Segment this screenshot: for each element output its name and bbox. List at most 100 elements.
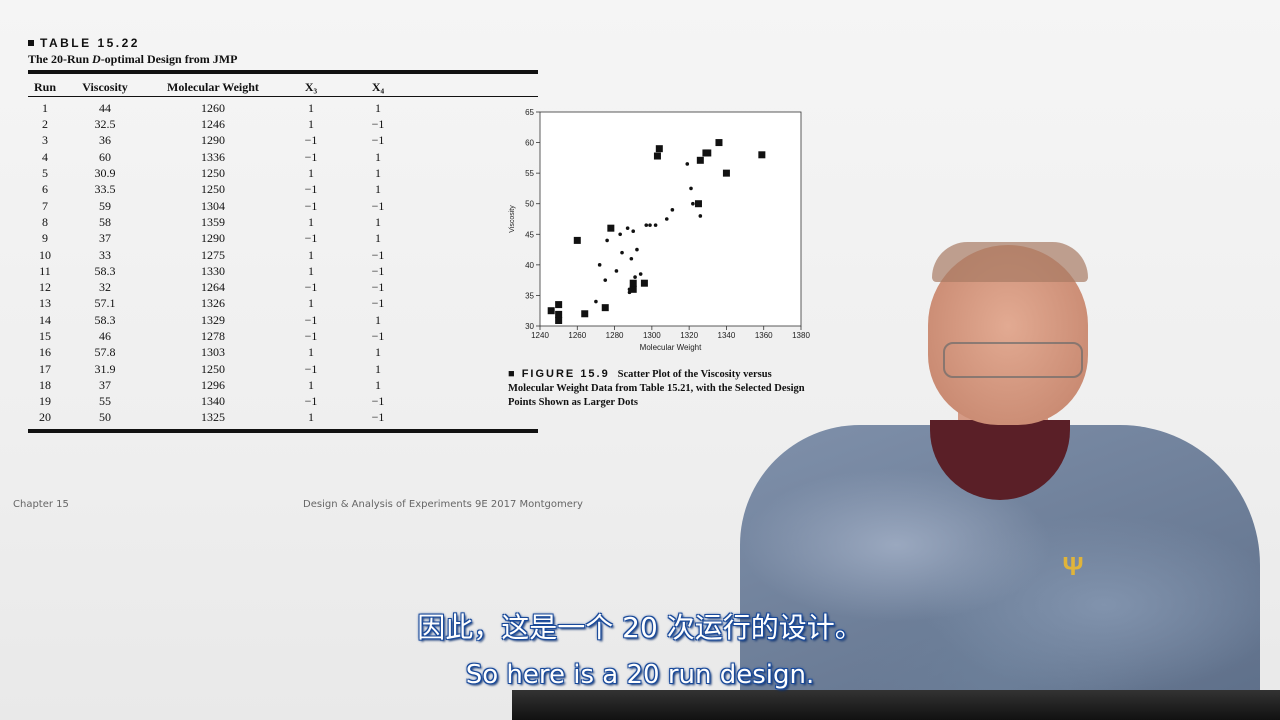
cell-x4: 1 (375, 345, 381, 360)
table-row: 7 59 1304 −1 −1 (28, 197, 538, 213)
cell-molecular-weight: 1330 (201, 263, 225, 278)
scatter-point-design (702, 149, 710, 157)
cell-x4: −1 (371, 329, 385, 343)
cell-x3: −1 (304, 182, 318, 197)
cell-run: 15 (39, 329, 51, 343)
scatter-point-small (618, 232, 622, 237)
cell-viscosity: 44 (99, 101, 111, 115)
bullet-square-icon (28, 40, 34, 46)
scatter-point-small (653, 223, 658, 227)
cell-run: 17 (39, 361, 51, 376)
cell-x3: 1 (308, 410, 314, 425)
scatter-point-small (698, 214, 703, 218)
cell-x3: −1 (304, 133, 318, 148)
cell-molecular-weight: 1250 (201, 182, 225, 197)
header-x3: X₃ (304, 79, 318, 94)
cell-run: 16 (39, 345, 51, 360)
scatter-point-small (635, 247, 639, 252)
table-row: 11 58.3 1330 1 −1 (28, 263, 538, 279)
table-row: 3 36 1290 −1 −1 (28, 132, 538, 148)
cell-x3: 1 (308, 377, 314, 392)
footer-book-title: Design & Analysis of Experiments 9E 2017… (303, 499, 583, 510)
scatter-point-design (555, 316, 563, 324)
table-row: 2 32.5 1246 1 −1 (28, 116, 538, 132)
trident-pin-icon: Ψ (1062, 551, 1084, 581)
cell-molecular-weight: 1326 (201, 296, 225, 311)
cell-viscosity: 33 (99, 247, 111, 262)
table-label-text: TABLE 15.22 (40, 36, 140, 50)
scatter-point-design (601, 304, 609, 312)
design-table-block: TABLE 15.22 The 20-Run D-optimal Design … (28, 36, 538, 433)
cell-viscosity: 37 (99, 231, 111, 246)
table-caption: The 20-Run D-optimal Design from JMP (28, 52, 238, 66)
cell-x3: −1 (304, 394, 318, 409)
cell-viscosity: 31.9 (94, 361, 116, 376)
cell-run: 6 (42, 182, 48, 197)
desk (512, 690, 1280, 720)
cell-viscosity: 37 (99, 377, 111, 392)
table-row: 20 50 1325 1 −1 (28, 409, 538, 425)
x-tick-label: 1300 (643, 331, 661, 340)
cell-x3: −1 (304, 231, 318, 246)
cell-viscosity: 32 (99, 280, 111, 295)
cell-x4: 1 (375, 166, 381, 181)
cell-x3: 1 (308, 345, 314, 360)
scatter-point-design (640, 279, 648, 287)
cell-viscosity: 55 (99, 394, 111, 409)
scatter-plot-svg: 1240 1260 1280 1300 1320 1340 1360 1380 30 35 40 45… (509, 108, 810, 352)
cell-molecular-weight: 1260 (201, 101, 225, 115)
cell-x4: 1 (375, 149, 381, 164)
cell-x3: −1 (304, 329, 318, 343)
cell-run: 13 (39, 296, 51, 311)
table-row: 10 33 1275 1 −1 (28, 246, 538, 262)
cell-molecular-weight: 1250 (201, 361, 225, 376)
scatter-point-design (581, 310, 589, 318)
y-tick-label: 30 (525, 322, 534, 331)
x-tick-label: 1280 (606, 331, 624, 340)
scatter-point-small (638, 272, 643, 276)
cell-x3: 1 (308, 214, 314, 229)
scatter-point-design (715, 139, 723, 147)
table-top-rule (28, 70, 538, 74)
cell-x4: −1 (371, 117, 385, 132)
scatter-point-design (607, 224, 615, 232)
table-bottom-rule (28, 428, 538, 433)
table-row: 8 58 1359 1 1 (28, 214, 538, 230)
cell-x3: 1 (308, 117, 314, 132)
cell-run: 3 (42, 133, 48, 148)
scatter-point-design (655, 145, 663, 153)
cell-molecular-weight: 1325 (201, 410, 225, 425)
cell-molecular-weight: 1336 (201, 149, 225, 164)
table-row: 9 37 1290 −1 1 (28, 230, 538, 246)
table-label: TABLE 15.22 (28, 36, 538, 50)
scatter-point-small (625, 226, 630, 230)
scatter-point-design (547, 307, 555, 315)
scatter-point-small (691, 201, 695, 206)
header-x4: X₄ (371, 79, 385, 94)
scatter-point-small (629, 256, 634, 261)
cell-run: 10 (39, 247, 51, 262)
scatter-point-design (555, 310, 563, 318)
cell-x4: 1 (375, 312, 381, 327)
footer-chapter: Chapter 15 (13, 499, 69, 510)
cell-molecular-weight: 1278 (201, 329, 225, 343)
cell-x4: −1 (371, 133, 385, 148)
table-row: 16 57.8 1303 1 1 (28, 344, 538, 360)
cell-x4: 1 (375, 101, 381, 115)
cell-viscosity: 58 (99, 214, 111, 229)
figure-label: ■ FIGURE 15.9 (508, 368, 610, 380)
scatter-point-design (694, 200, 702, 208)
scatter-point-design (758, 151, 766, 159)
scatter-point-design (722, 169, 730, 177)
cell-molecular-weight: 1290 (201, 231, 225, 246)
table-row: 5 30.9 1250 1 1 (28, 165, 538, 181)
table-row: 15 46 1278 −1 −1 (28, 328, 538, 344)
scatter-point-small (614, 269, 619, 273)
cell-viscosity: 36 (99, 133, 111, 148)
cell-x4: 1 (375, 377, 381, 392)
x-tick-label: 1340 (718, 331, 736, 340)
scatter-point-small (603, 278, 608, 282)
y-tick-label: 40 (525, 261, 534, 270)
table-row: 4 60 1336 −1 1 (28, 149, 538, 165)
cell-viscosity: 57.8 (94, 345, 116, 360)
